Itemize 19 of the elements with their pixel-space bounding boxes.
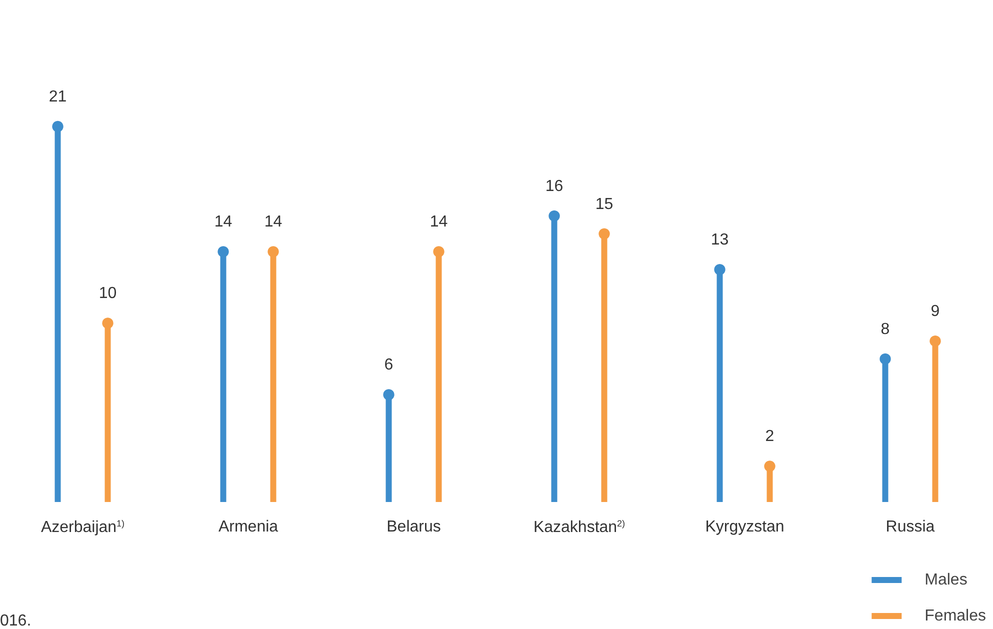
data-label: 15 bbox=[595, 196, 614, 213]
legend-label: Females bbox=[924, 608, 986, 624]
x-tick-label: Russia bbox=[886, 518, 935, 536]
data-label: 13 bbox=[710, 232, 729, 249]
data-label: 6 bbox=[384, 356, 394, 374]
data-label: 21 bbox=[48, 88, 67, 106]
data-label: 16 bbox=[545, 178, 564, 195]
x-tick-label: Kyrgyzstan bbox=[705, 518, 784, 536]
data-label: 14 bbox=[264, 214, 282, 231]
data-label: 10 bbox=[98, 285, 117, 302]
data-label: 8 bbox=[880, 320, 890, 338]
data-label: 14 bbox=[430, 214, 448, 231]
data-label: 2 bbox=[765, 428, 774, 446]
text: 016. bbox=[0, 612, 32, 629]
x-tick-label: Armenia bbox=[218, 518, 278, 536]
data-label: 9 bbox=[930, 303, 940, 320]
legend-label: Males bbox=[924, 572, 968, 588]
x-tick-label: Belarus bbox=[386, 518, 441, 536]
data-label: 14 bbox=[214, 214, 232, 231]
